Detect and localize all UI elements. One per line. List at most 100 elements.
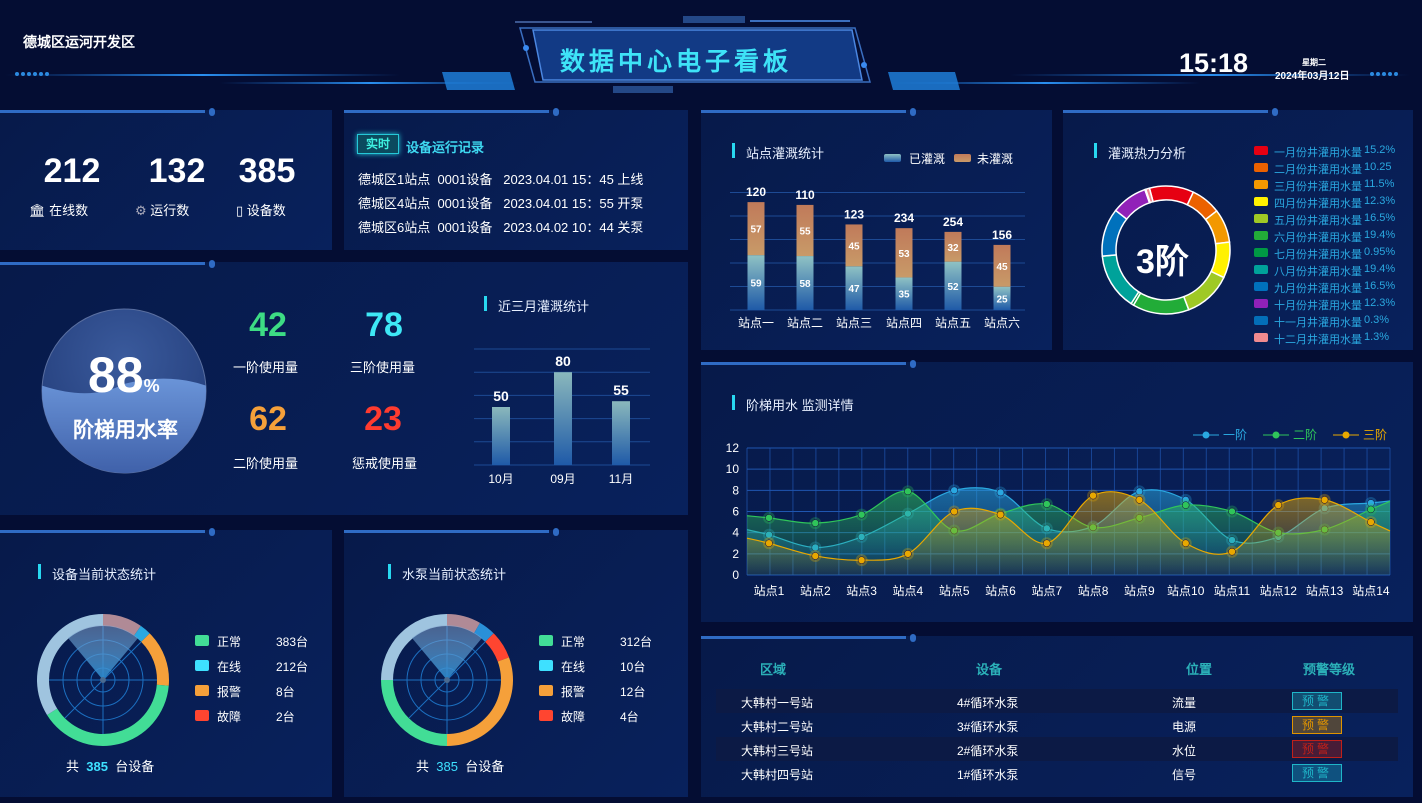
legend-value: 11.5% (1364, 178, 1395, 190)
segment-label: 58 (799, 279, 811, 290)
ring-segment (381, 680, 447, 746)
station-irrigation-chart: 已灌溉 未灌溉 59 57 120 站点一 58 55 110 站点二 47 45 123 站点三 35 53… (730, 152, 1025, 330)
device-status-title: 设备当前状态统计 (38, 564, 156, 583)
running-label-group: ⚙ 运行数 (135, 200, 189, 219)
legend-value: 0.3% (1364, 314, 1390, 326)
series-line (746, 491, 1391, 561)
legend-label: 在线 (561, 660, 586, 674)
device-cell: 1#循环水泵 (957, 768, 1019, 782)
y-tick-label: 2 (732, 547, 739, 561)
y-tick-label: 10 (726, 462, 740, 476)
heat-analysis-panel: 灌溉热力分析 3阶 一月份井灌用水量 15.2% 二月份井灌用水量 10.25 三月份井… (1063, 108, 1413, 350)
legend-value: 12.3% (1364, 297, 1396, 309)
tiered-usage-panel: 88% 阶梯用水率 42 一阶使用量 78 三阶使用量 62 二阶使用量 23 … (0, 260, 688, 515)
bar-value-label: 55 (613, 382, 629, 398)
ring-segment (485, 633, 510, 662)
data-point (1228, 547, 1236, 556)
legend-label: 一阶 (1223, 428, 1247, 442)
legend-swatch (539, 710, 553, 721)
area-cell: 大韩村一号站 (741, 696, 814, 710)
x-tick-label: 站点6 (985, 584, 1016, 598)
alert-level-badge[interactable]: 预警 (1292, 740, 1342, 758)
data-point (1320, 496, 1329, 504)
bar-value-label: 80 (555, 353, 571, 369)
data-point (1274, 501, 1283, 509)
legend-label: 故障 (217, 710, 242, 724)
pump-status-ring (381, 614, 513, 746)
bar-segment-not-irrigated (796, 204, 814, 257)
legend-marker (1272, 431, 1280, 439)
ring-segment (141, 633, 170, 686)
bar-total-label: 234 (894, 211, 914, 225)
tier-monitor-panel: 阶梯用水 监测详情 0 2 4 6 8 10 12 站点1 站点2 站点3 站点4 站点5 站点6 站点7… (701, 360, 1413, 622)
heat-chart-title: 灌溉热力分析 (1094, 143, 1186, 162)
bar-total-label: 110 (795, 188, 815, 202)
water-sphere (41, 308, 207, 474)
legend-label: 正常 (217, 635, 242, 649)
station-chart-title: 站点灌溉统计 (732, 143, 824, 162)
running-count: 132 (148, 152, 206, 190)
segment-label: 59 (750, 279, 762, 290)
station-irrigation-panel: 站点灌溉统计 已灌溉 未灌溉 59 57 120 站点一 58 55 110 站点二 47 45 123… (701, 108, 1052, 350)
legend-value: 12.3% (1364, 195, 1396, 207)
alert-level-badge[interactable]: 预警 (1292, 716, 1342, 734)
tier1-value: 42 (249, 306, 287, 344)
legend-swatch (539, 685, 553, 696)
legend-label: 二月份井灌用水量 (1274, 164, 1362, 176)
legend-label: 在线 (217, 660, 242, 674)
radar-center (100, 677, 106, 683)
data-point (1367, 505, 1375, 514)
device-count: 385 (238, 152, 296, 190)
bar-segment-irrigated (895, 277, 913, 310)
radar-sweep (412, 625, 482, 680)
legend-value: 16.5% (1364, 280, 1396, 292)
records-title: 设备运行记录 (406, 140, 485, 155)
bar-segment-irrigated (796, 256, 814, 310)
header-decoration (5, 16, 1410, 93)
legend-marker (1202, 431, 1210, 439)
three-month-title: 近三月灌溉统计 (484, 296, 589, 315)
x-tick-label: 站点1 (754, 584, 785, 598)
realtime-badge[interactable]: 实时 (357, 134, 399, 154)
records-panel: 实时 设备运行记录 德城区1站点 0001设备 2023.04.01 15：45… (344, 108, 688, 250)
legend-label: 已灌溉 (909, 152, 945, 166)
clock-time: 15:18 (1179, 48, 1249, 78)
table-row[interactable] (716, 737, 1398, 761)
total-suffix: 台设备 (465, 759, 505, 774)
legend-label: 六月份井灌用水量 (1274, 232, 1362, 244)
x-tick-label: 站点5 (939, 584, 970, 598)
summary-panel: 212 132 385 🏛 在线数 ⚙ 运行数 ▯ 设备数 (0, 108, 332, 250)
alert-level-badge[interactable]: 预警 (1292, 764, 1342, 782)
donut-slice (1132, 292, 1190, 315)
legend-label: 报警 (561, 685, 586, 699)
table-row[interactable] (716, 689, 1398, 713)
alert-level-badge[interactable]: 预警 (1292, 692, 1342, 710)
position-cell: 电源 (1172, 720, 1197, 734)
x-tick-label: 站点四 (886, 316, 922, 330)
legend-label: 故障 (561, 710, 586, 724)
bar-segment-not-irrigated (747, 202, 765, 256)
column-header: 设备 (975, 662, 1002, 677)
legend-swatch (195, 710, 209, 721)
column-header: 区域 (759, 662, 786, 677)
header: 德城区运河开发区 数据中心电子看板 15:18 星期二 2024年03月12日 (0, 0, 1422, 100)
legend-swatch (539, 635, 553, 646)
legend-value: 1.3% (1364, 331, 1390, 343)
bar-segment-not-irrigated (993, 244, 1011, 287)
total-value: 385 (86, 759, 108, 774)
tier2-value: 62 (249, 400, 287, 438)
x-tick-label: 站点12 (1260, 584, 1298, 598)
bar-value-label: 50 (493, 388, 509, 404)
data-point (811, 519, 820, 527)
ring-segment (447, 657, 513, 746)
bar-segment-not-irrigated (944, 231, 962, 262)
segment-label: 47 (848, 284, 860, 295)
legend-swatch (1254, 231, 1268, 240)
area-cell: 大韩村二号站 (741, 720, 814, 734)
legend-swatch (539, 660, 553, 671)
data-point (950, 507, 958, 516)
x-tick-label: 站点4 (893, 584, 924, 598)
x-tick-label: 站点三 (836, 316, 872, 330)
legend-swatch (1254, 146, 1268, 155)
bar (612, 401, 630, 465)
